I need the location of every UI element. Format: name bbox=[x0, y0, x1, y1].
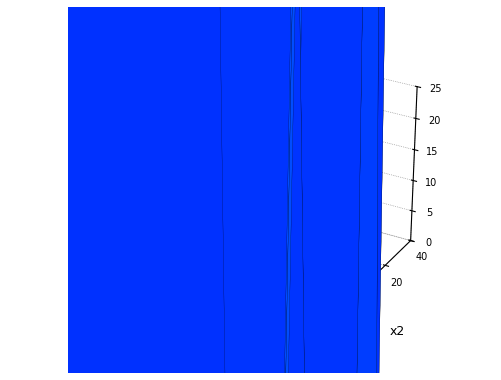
Y-axis label: x2: x2 bbox=[389, 325, 404, 338]
X-axis label: x1: x1 bbox=[164, 358, 179, 371]
